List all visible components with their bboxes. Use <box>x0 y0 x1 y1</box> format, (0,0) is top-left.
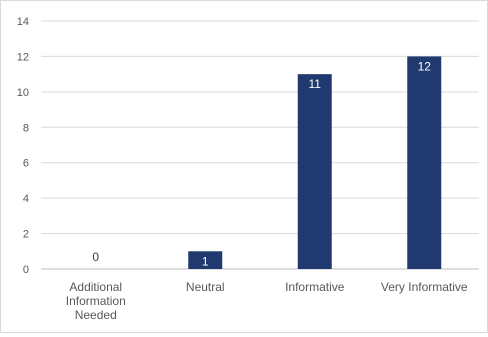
y-tick-label: 14 <box>17 16 29 28</box>
x-tick-label: Neutral <box>186 280 225 294</box>
y-tick-label: 2 <box>23 229 29 241</box>
x-tick-label: Very Informative <box>381 280 468 294</box>
y-tick-label: 0 <box>23 264 29 276</box>
bar <box>407 56 442 269</box>
x-tick-label: Informative <box>285 280 345 294</box>
x-tick-label: Additional <box>69 280 122 294</box>
bar <box>297 74 332 270</box>
y-tick-label: 4 <box>23 193 29 205</box>
y-tick-label: 6 <box>23 158 29 170</box>
data-label: 12 <box>418 59 432 73</box>
y-tick-label: 12 <box>17 51 29 63</box>
x-tick-label: Needed <box>75 308 117 322</box>
y-tick-label: 10 <box>17 87 29 99</box>
data-label: 0 <box>92 250 99 264</box>
y-tick-label: 8 <box>23 122 29 134</box>
data-label: 11 <box>309 77 322 91</box>
x-tick-label: Information <box>66 294 126 308</box>
bar <box>188 251 223 269</box>
data-label: 1 <box>202 254 209 268</box>
